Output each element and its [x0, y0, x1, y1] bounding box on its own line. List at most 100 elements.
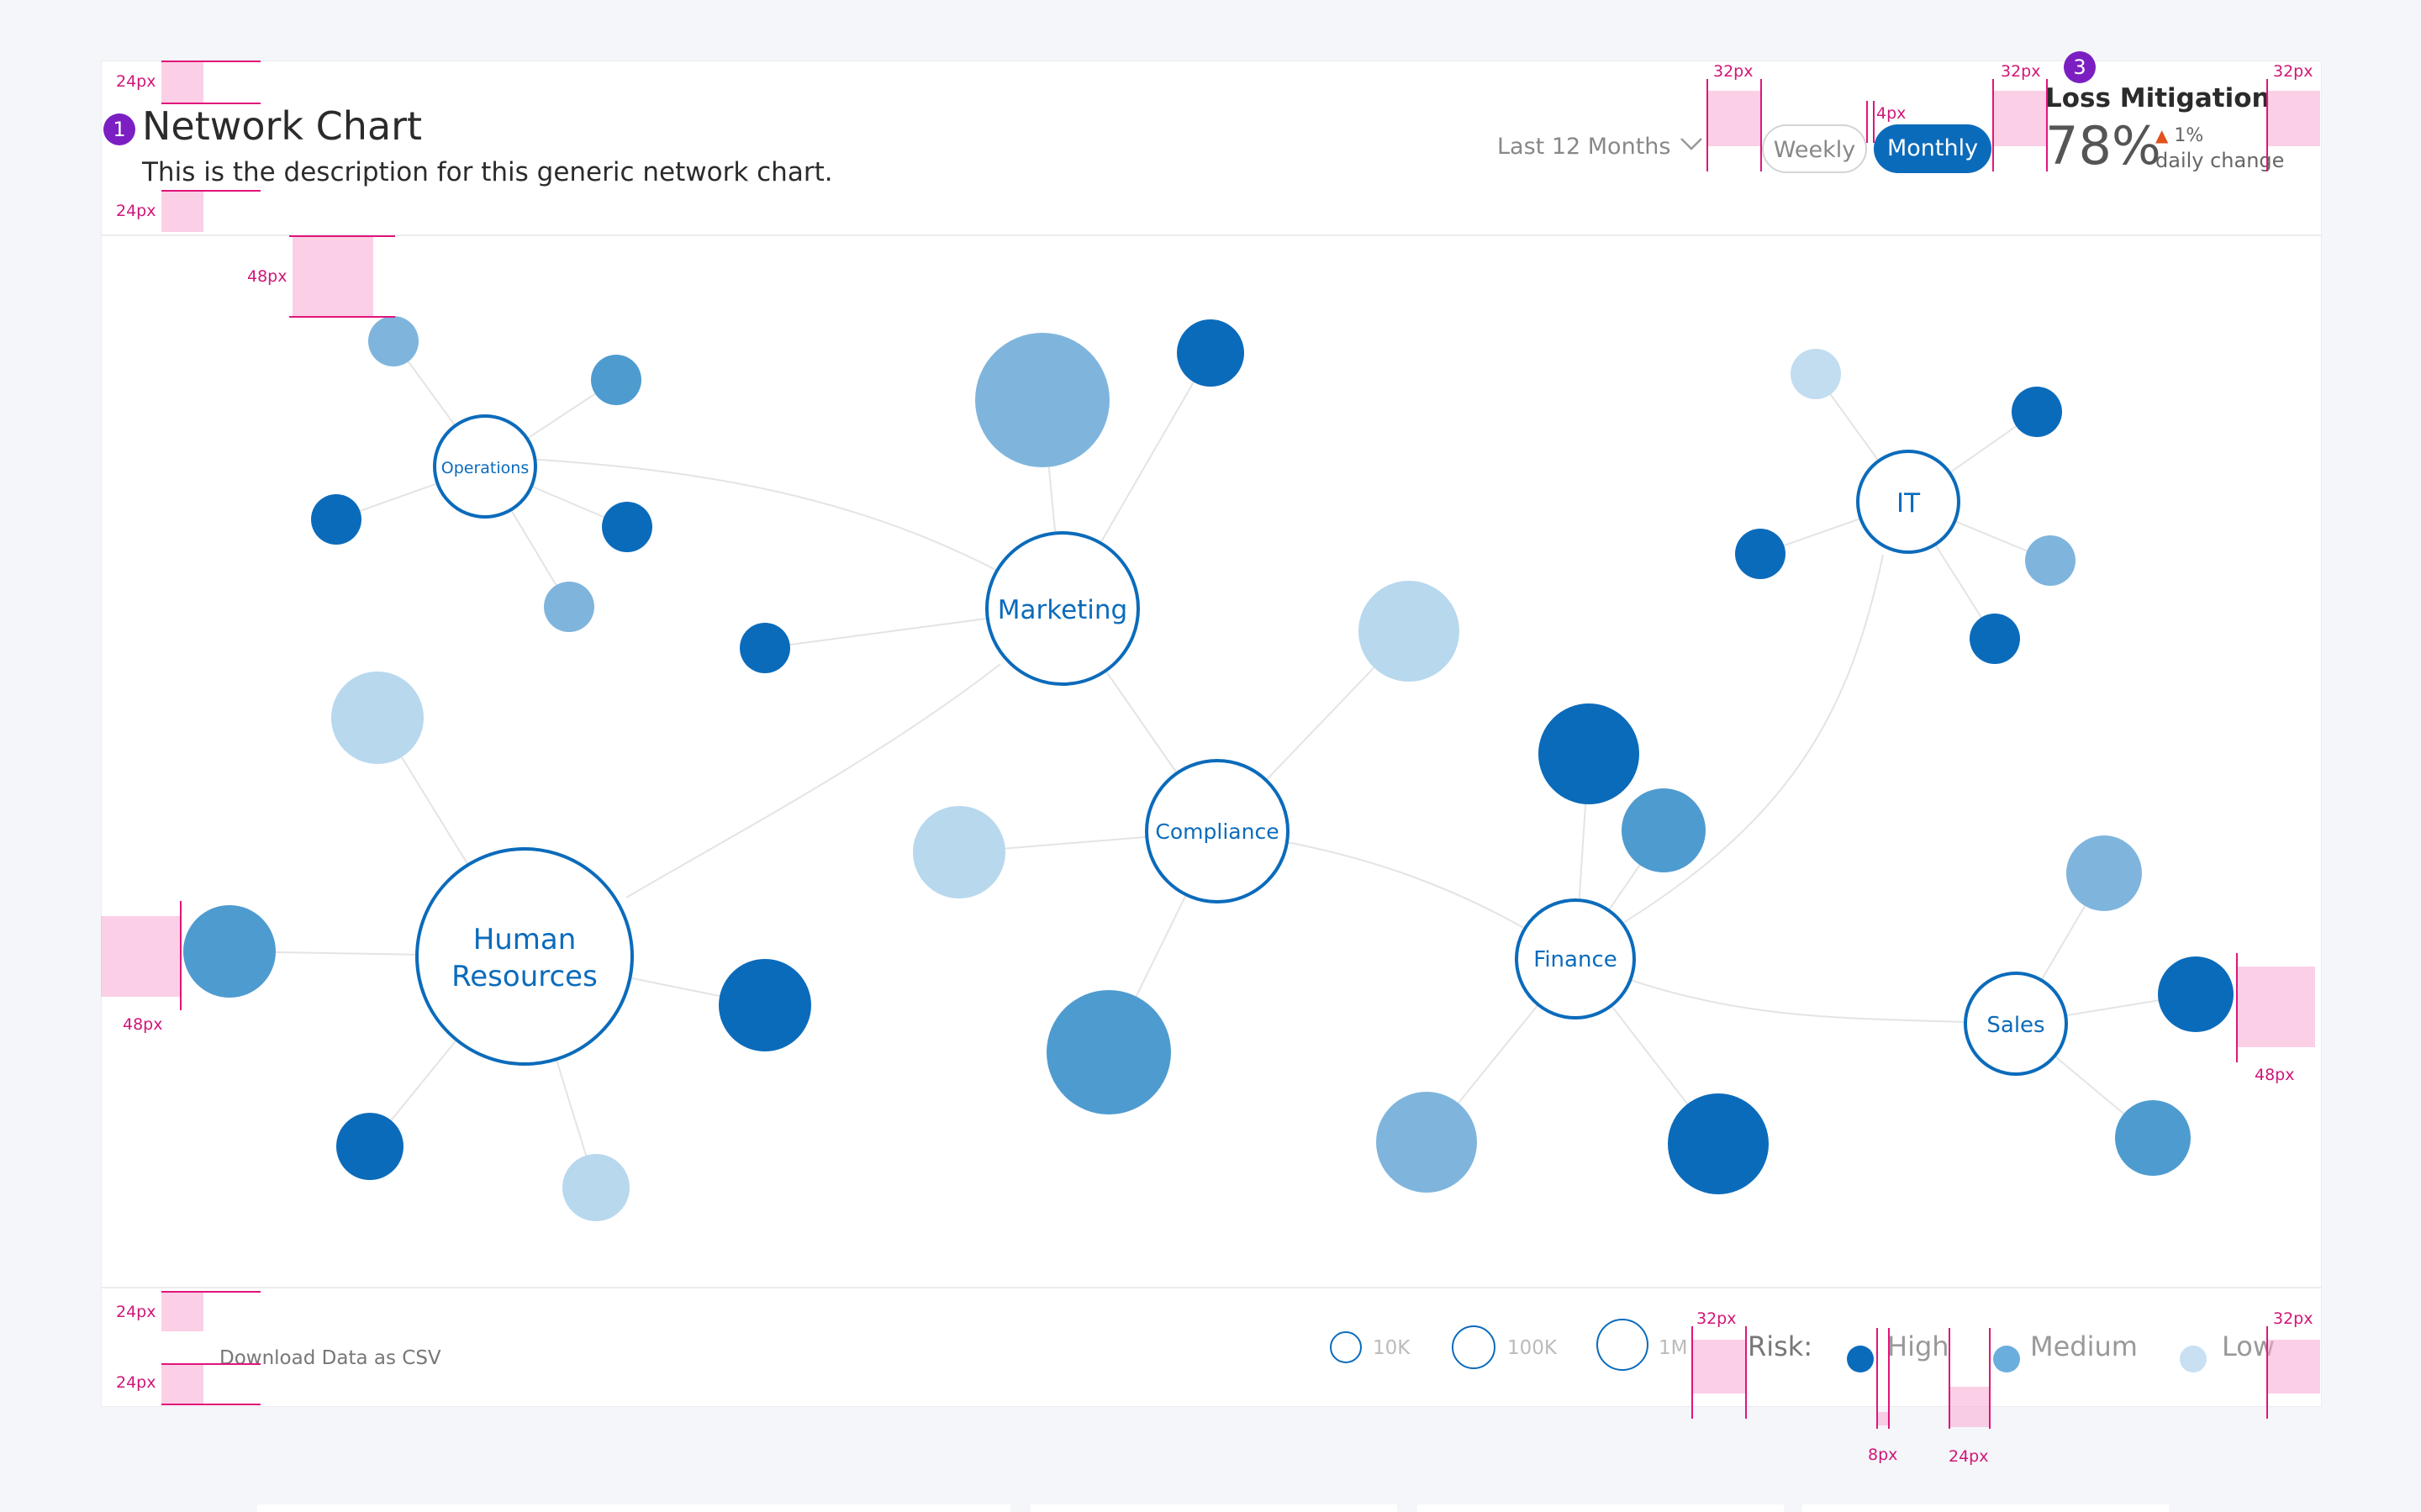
spec-line: [1866, 101, 1868, 143]
risk-legend-title: Risk:: [1748, 1330, 1813, 1362]
spec-line: [161, 61, 261, 62]
chart-description: This is the description for this generic…: [142, 157, 833, 187]
node-medium[interactable]: [1622, 788, 1706, 872]
spec-block: [161, 1363, 203, 1404]
spec-line: [2046, 79, 2048, 171]
monthly-toggle-button[interactable]: Monthly: [1874, 124, 1991, 173]
spec-line: [161, 190, 261, 192]
next-card-preview: [1031, 1504, 1397, 1512]
card-header: 1 Network Chart This is the description …: [102, 51, 2321, 236]
hub-marketing-label: Marketing: [998, 595, 1128, 625]
spec-line: [1989, 1328, 1991, 1429]
spec-line: [2236, 953, 2238, 1062]
kpi-change-label: daily change: [2155, 149, 2285, 172]
spec-line: [289, 316, 395, 318]
spec-block: [2266, 1340, 2320, 1393]
kpi-badge: 3: [2064, 51, 2096, 83]
risk-high-label: High: [1887, 1330, 1949, 1362]
spec-label: 24px: [116, 1303, 156, 1321]
spec-line: [161, 1363, 261, 1365]
node-medium[interactable]: [544, 582, 594, 632]
spec-label: 32px: [2001, 62, 2041, 81]
spec-line: [1691, 1326, 1693, 1419]
node-high[interactable]: [2012, 387, 2062, 437]
node-low[interactable]: [1358, 581, 1459, 682]
spec-label: 8px: [1868, 1446, 1898, 1464]
period-select[interactable]: Last 12 Months: [1497, 134, 1671, 160]
hub-operations[interactable]: Operations: [433, 414, 537, 519]
spec-label: 32px: [1696, 1309, 1737, 1328]
node-medium[interactable]: [183, 905, 276, 998]
spec-line: [1760, 79, 1762, 171]
size-legend-10k-circle: [1330, 1331, 1362, 1363]
network-chart-card: 1 Network Chart This is the description …: [101, 51, 2322, 1407]
node-high[interactable]: [719, 959, 811, 1051]
spec-line: [180, 901, 182, 1010]
hub-sales-label: Sales: [1986, 1013, 2044, 1038]
spec-block: [293, 235, 373, 316]
spec-label: 24px: [116, 202, 156, 220]
node-high[interactable]: [1668, 1093, 1769, 1194]
node-high[interactable]: [2158, 956, 2234, 1032]
hub-human-resources-label-line1: Human: [473, 923, 577, 956]
node-medium[interactable]: [368, 316, 419, 366]
spec-block: [161, 61, 203, 103]
spec-label: 32px: [2273, 1309, 2313, 1328]
hub-compliance-label: Compliance: [1155, 819, 1279, 844]
risk-low-label: Low: [2222, 1330, 2276, 1362]
next-card-preview: [257, 1504, 1010, 1512]
spec-line: [1876, 1328, 1878, 1429]
spec-label: 48px: [123, 1015, 163, 1034]
node-medium[interactable]: [2066, 835, 2142, 911]
weekly-toggle-button[interactable]: Weekly: [1762, 124, 1867, 173]
spec-line: [2266, 1326, 2268, 1419]
spec-label: 32px: [2273, 62, 2313, 81]
node-low[interactable]: [1791, 349, 1841, 399]
hub-marketing[interactable]: Marketing: [985, 531, 1140, 686]
node-low[interactable]: [562, 1154, 630, 1221]
node-high[interactable]: [740, 623, 790, 673]
hub-human-resources-label-line2: Resources: [451, 960, 598, 993]
network-nodes: Operations Marketing IT Compliance Human…: [183, 316, 2234, 1221]
download-csv-link[interactable]: Download Data as CSV: [219, 1347, 441, 1369]
node-high[interactable]: [336, 1113, 404, 1180]
up-arrow-icon: ▲: [2155, 125, 2169, 145]
node-medium[interactable]: [1047, 990, 1171, 1114]
spec-label: 48px: [2255, 1066, 2295, 1084]
risk-medium-dot: [1993, 1346, 2020, 1372]
spec-line: [1745, 1326, 1747, 1419]
kpi-change-value: 1%: [2174, 125, 2204, 146]
hub-finance[interactable]: Finance: [1515, 898, 1636, 1019]
risk-low-dot: [2180, 1346, 2207, 1372]
node-high[interactable]: [1538, 703, 1639, 804]
node-medium[interactable]: [2025, 535, 2076, 586]
node-medium[interactable]: [975, 333, 1110, 467]
node-high[interactable]: [602, 502, 652, 552]
hub-human-resources[interactable]: Human Resources: [415, 847, 634, 1066]
spec-block: [161, 190, 203, 232]
risk-high-dot: [1847, 1346, 1874, 1372]
network-graph: Operations Marketing IT Compliance Human…: [183, 316, 2234, 1221]
spec-block: [1876, 1412, 1890, 1425]
node-high[interactable]: [311, 494, 361, 545]
size-legend-100k: 100K: [1507, 1337, 1557, 1359]
node-low[interactable]: [331, 672, 424, 764]
hub-compliance[interactable]: Compliance: [1145, 759, 1290, 904]
node-high[interactable]: [1177, 319, 1244, 387]
kpi-value: 78%: [2045, 115, 2161, 176]
hub-sales[interactable]: Sales: [1964, 972, 2068, 1076]
spec-block: [1992, 91, 2046, 146]
next-card-preview: [1417, 1504, 1784, 1512]
node-high[interactable]: [1970, 614, 2020, 664]
node-medium[interactable]: [1376, 1092, 1477, 1193]
spec-line: [161, 1291, 261, 1293]
node-low[interactable]: [913, 806, 1005, 898]
spec-label: 32px: [1713, 62, 1754, 81]
node-medium[interactable]: [2115, 1100, 2191, 1176]
node-high[interactable]: [1735, 529, 1785, 579]
chevron-down-icon[interactable]: [1679, 135, 1704, 152]
node-medium[interactable]: [591, 355, 641, 405]
next-card-preview: [1802, 1504, 2169, 1512]
hub-it[interactable]: IT: [1856, 450, 1960, 554]
title-badge: 1: [103, 113, 135, 145]
